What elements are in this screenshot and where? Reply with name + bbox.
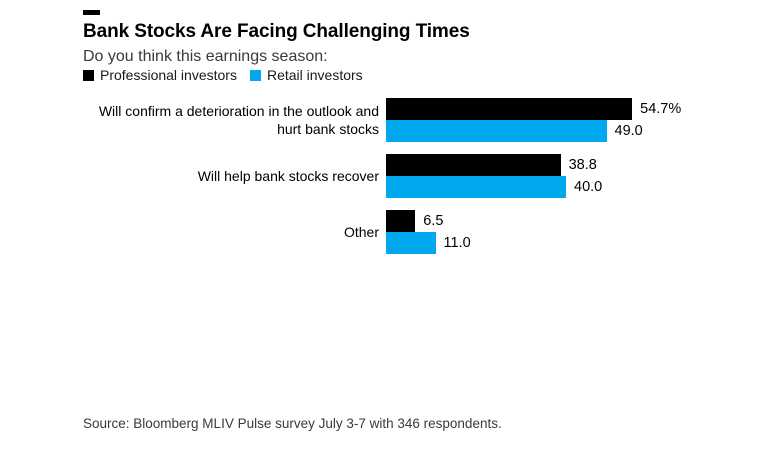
bar-retail bbox=[386, 176, 566, 198]
legend-swatch-retail bbox=[249, 69, 261, 81]
source-note: Source: Bloomberg MLIV Pulse survey July… bbox=[83, 416, 502, 431]
value-label: 40.0 bbox=[574, 179, 603, 195]
legend-label-retail: Retail investors bbox=[266, 67, 363, 83]
value-label: 6.5 bbox=[423, 213, 444, 229]
chart-row: Other 6.5 11.0 bbox=[83, 210, 681, 254]
bar-chart: Will confirm a deterioration in the outl… bbox=[83, 98, 681, 266]
value-label: 54.7% bbox=[640, 101, 682, 117]
category-label: Will help bank stocks recover bbox=[83, 154, 386, 198]
bar-row-retail: 40.0 bbox=[386, 176, 602, 198]
bar-professional bbox=[386, 210, 416, 232]
legend: Professional investors Retail investors bbox=[83, 67, 376, 83]
bar-row-retail: 49.0 bbox=[386, 120, 681, 142]
brand-dash bbox=[83, 10, 100, 15]
value-label: 49.0 bbox=[614, 123, 643, 139]
category-label-line: Will help bank stocks recover bbox=[197, 168, 379, 184]
legend-item-retail: Retail investors bbox=[249, 67, 363, 83]
bar-row-professional: 54.7% bbox=[386, 98, 681, 120]
chart-row: Will confirm a deterioration in the outl… bbox=[83, 98, 681, 142]
category-label: Other bbox=[83, 210, 386, 254]
legend-swatch-professional bbox=[83, 69, 94, 81]
category-label-line: hurt bank stocks bbox=[277, 121, 379, 137]
bar-professional bbox=[386, 154, 561, 176]
chart-subtitle: Do you think this earnings season: bbox=[83, 48, 328, 65]
legend-item-professional: Professional investors bbox=[83, 67, 237, 83]
value-label: 11.0 bbox=[443, 235, 471, 251]
bar-retail bbox=[386, 232, 436, 254]
chart-row: Will help bank stocks recover 38.8 40.0 bbox=[83, 154, 681, 198]
category-label: Will confirm a deterioration in the outl… bbox=[83, 98, 386, 142]
bar-professional bbox=[386, 98, 633, 120]
bar-row-retail: 11.0 bbox=[386, 232, 471, 254]
bar-group: 38.8 40.0 bbox=[386, 154, 602, 198]
bar-group: 54.7% 49.0 bbox=[386, 98, 681, 142]
chart-title: Bank Stocks Are Facing Challenging Times bbox=[83, 21, 470, 42]
bar-retail bbox=[386, 120, 607, 142]
bar-row-professional: 38.8 bbox=[386, 154, 602, 176]
bar-group: 6.5 11.0 bbox=[386, 210, 471, 254]
category-label-line: Will confirm a deterioration in the outl… bbox=[98, 103, 379, 119]
legend-label-professional: Professional investors bbox=[100, 67, 237, 83]
value-label: 38.8 bbox=[568, 157, 597, 173]
category-label-line: Other bbox=[343, 224, 379, 240]
bar-row-professional: 6.5 bbox=[386, 210, 471, 232]
